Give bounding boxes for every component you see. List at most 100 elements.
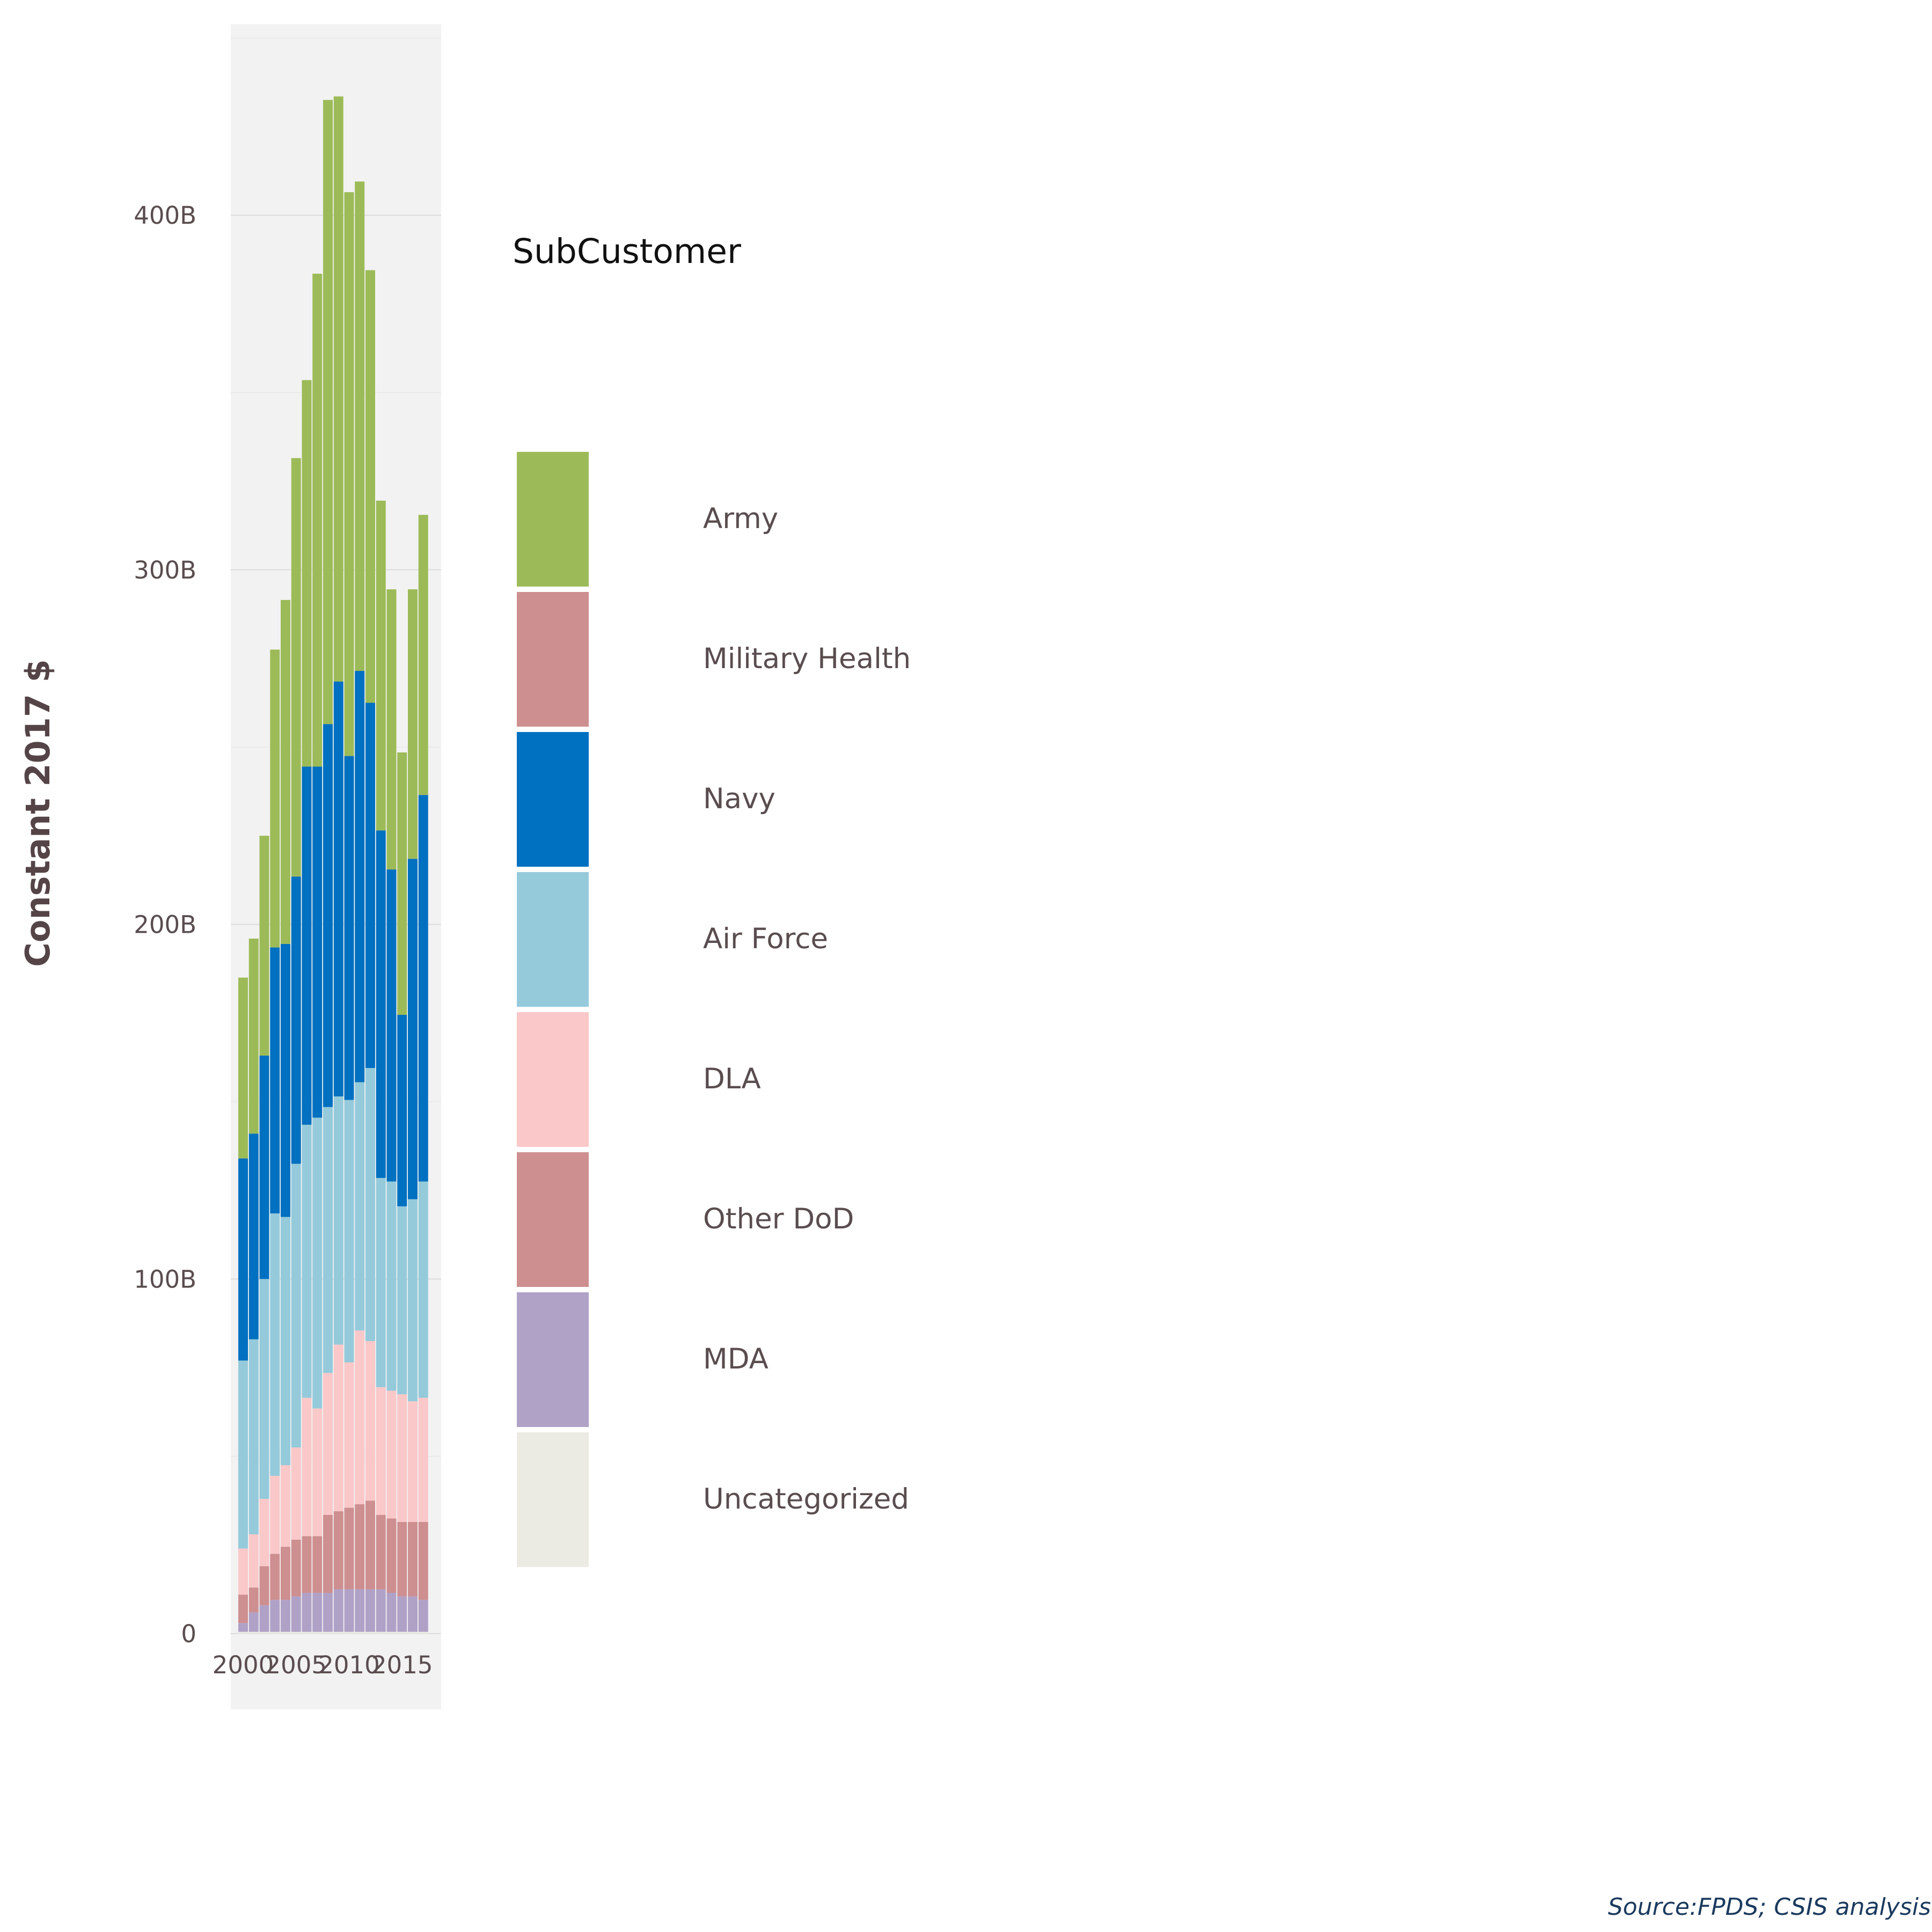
bar-segment-air-force-2004 — [281, 1217, 290, 1466]
source-caption: Source:FPDS; CSIS analysis — [1608, 1893, 1931, 1921]
x-tick-label: 2010 — [318, 1651, 380, 1679]
bar-segment-uncategorized-2009 — [333, 1631, 343, 1634]
bar-segment-navy-2001 — [248, 1133, 259, 1340]
bar-segment-dla-2013 — [376, 1387, 386, 1515]
bar-segment-mda-2017 — [418, 1600, 428, 1632]
bar-segment-army-2008 — [323, 100, 333, 724]
bar-segment-uncategorized-2003 — [270, 1631, 280, 1634]
bar-segment-army-2005 — [291, 458, 301, 877]
bar-segment-other-dod-2012 — [365, 1501, 375, 1590]
bar-segment-dla-2000 — [238, 1548, 248, 1595]
bar-segment-air-force-2013 — [376, 1177, 386, 1387]
bar-segment-dla-2006 — [302, 1397, 312, 1536]
legend-key-other-dod — [517, 1152, 589, 1287]
bar-segment-dla-2007 — [312, 1408, 323, 1536]
bar-segment-navy-2012 — [365, 702, 375, 1069]
bar-segment-other-dod-2010 — [344, 1507, 354, 1590]
bar-segment-dla-2001 — [248, 1534, 259, 1588]
legend-label-military-health: Military Health — [703, 642, 911, 675]
legend-label-uncategorized: Uncategorized — [703, 1483, 909, 1516]
bar-segment-other-dod-2015 — [397, 1521, 407, 1597]
legend-label-navy: Navy — [703, 782, 775, 815]
bar-segment-uncategorized-2016 — [408, 1631, 418, 1634]
bar-segment-other-dod-2011 — [355, 1504, 365, 1590]
bar-segment-air-force-2002 — [259, 1279, 269, 1499]
y-axis-tick-labels: 0 100B 200B 300B 400B — [134, 201, 196, 1648]
bar-segment-other-dod-2017 — [418, 1521, 428, 1600]
bar-segment-other-dod-2003 — [270, 1554, 280, 1600]
bar-segment-uncategorized-2007 — [312, 1631, 323, 1634]
bar-segment-mda-2008 — [323, 1593, 333, 1632]
y-tick-label: 300B — [134, 556, 196, 584]
legend-key-uncategorized — [517, 1432, 589, 1567]
bar-segment-army-2009 — [333, 96, 343, 682]
bar-segment-army-2012 — [365, 270, 375, 703]
legend-key-air-force — [517, 872, 589, 1007]
bar-segment-dla-2004 — [281, 1465, 290, 1547]
bar-segment-army-2013 — [376, 500, 386, 831]
bar-segment-uncategorized-2001 — [248, 1631, 259, 1634]
bar-segment-other-dod-2009 — [333, 1511, 343, 1590]
bar-segment-air-force-2006 — [302, 1124, 312, 1398]
bar-segment-uncategorized-2012 — [365, 1631, 375, 1634]
bar-segment-dla-2009 — [333, 1344, 343, 1512]
x-tick-label: 2005 — [265, 1651, 327, 1679]
bar-segment-navy-2016 — [408, 859, 418, 1199]
bar-segment-mda-2012 — [365, 1589, 375, 1632]
bar-segment-mda-2003 — [270, 1600, 280, 1632]
bar-segment-navy-2008 — [323, 724, 333, 1107]
bar-segment-navy-2013 — [376, 830, 386, 1178]
x-tick-label: 2000 — [213, 1651, 274, 1679]
legend-key-military-health — [517, 592, 589, 727]
bar-segment-mda-2004 — [281, 1600, 290, 1632]
bar-segment-navy-2009 — [333, 681, 343, 1096]
bar-segment-uncategorized-2013 — [376, 1631, 386, 1634]
bar-segment-navy-2002 — [259, 1055, 269, 1279]
bar-segment-uncategorized-2002 — [259, 1631, 269, 1634]
bar-segment-dla-2005 — [291, 1447, 301, 1540]
legend-label-dla: DLA — [703, 1063, 761, 1095]
bar-segment-mda-2013 — [376, 1589, 386, 1632]
bar-segment-mda-2006 — [302, 1593, 312, 1632]
bar-segment-air-force-2005 — [291, 1163, 301, 1448]
bar-segment-mda-2005 — [291, 1596, 301, 1632]
y-tick-label: 400B — [134, 201, 196, 230]
bar-segment-air-force-2001 — [248, 1339, 259, 1534]
bar-segment-army-2007 — [312, 274, 323, 767]
bar-segment-air-force-2012 — [365, 1068, 375, 1341]
bar-segment-army-2016 — [408, 589, 418, 859]
legend-key-army — [517, 452, 589, 587]
bar-segment-navy-2005 — [291, 876, 301, 1164]
bar-segment-navy-2011 — [355, 671, 365, 1082]
bar-segment-dla-2015 — [397, 1394, 407, 1522]
bar-segment-uncategorized-2015 — [397, 1631, 407, 1634]
legend-key-navy — [517, 732, 589, 867]
bar-segment-air-force-2009 — [333, 1096, 343, 1345]
bar-segment-other-dod-2014 — [386, 1518, 397, 1593]
bar-segment-mda-2015 — [397, 1596, 407, 1632]
bar-segment-army-2015 — [397, 752, 407, 1015]
bar-segment-uncategorized-2010 — [344, 1631, 354, 1634]
bar-segment-uncategorized-2004 — [281, 1631, 290, 1634]
bar-segment-army-2004 — [281, 599, 290, 944]
bar-segment-other-dod-2016 — [408, 1521, 418, 1597]
bar-segment-uncategorized-2008 — [323, 1631, 333, 1634]
bar-segment-air-force-2000 — [238, 1360, 248, 1549]
bar-segment-other-dod-2013 — [376, 1514, 386, 1590]
x-tick-label: 2015 — [371, 1651, 433, 1679]
bar-segment-uncategorized-2017 — [418, 1631, 428, 1634]
bar-segment-other-dod-2000 — [238, 1594, 248, 1623]
bar-segment-army-2006 — [302, 380, 312, 767]
legend-key-mda — [517, 1292, 589, 1427]
bar-segment-dla-2008 — [323, 1373, 333, 1515]
legend-label-army: Army — [703, 502, 778, 535]
bar-segment-air-force-2015 — [397, 1206, 407, 1394]
bar-segment-air-force-2008 — [323, 1107, 333, 1373]
bar-segment-other-dod-2002 — [259, 1566, 269, 1606]
bars — [238, 96, 428, 1634]
legend: Army Military Health Navy Air Force DLA Other… — [517, 452, 911, 1567]
bar-segment-army-2000 — [238, 977, 248, 1159]
bar-segment-air-force-2007 — [312, 1117, 323, 1409]
bar-segment-army-2011 — [355, 181, 365, 671]
bar-segment-navy-2007 — [312, 766, 323, 1118]
